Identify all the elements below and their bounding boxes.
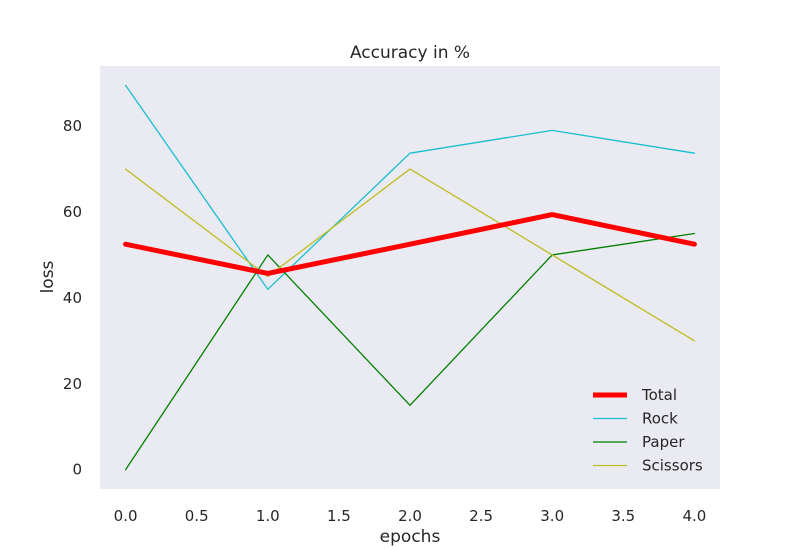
y-axis-label: loss xyxy=(38,260,58,293)
legend-label-paper: Paper xyxy=(642,433,685,451)
y-tick-label: 40 xyxy=(63,289,82,307)
legend-label-total: Total xyxy=(641,386,677,404)
legend-label-rock: Rock xyxy=(642,410,678,428)
y-tick-label: 20 xyxy=(63,375,82,393)
x-tick-label: 2.5 xyxy=(469,507,493,525)
x-tick-label: 1.5 xyxy=(327,507,351,525)
x-tick-label: 4.0 xyxy=(682,507,706,525)
x-tick-label: 0.0 xyxy=(114,507,138,525)
y-tick-label: 80 xyxy=(63,117,82,135)
x-tick-label: 2.0 xyxy=(398,507,422,525)
x-tick-label: 3.0 xyxy=(540,507,564,525)
chart-title: Accuracy in % xyxy=(350,43,470,63)
x-tick-label: 0.5 xyxy=(185,507,209,525)
x-axis-label: epochs xyxy=(380,527,441,547)
legend-label-scissors: Scissors xyxy=(642,457,703,475)
x-tick-label: 3.5 xyxy=(611,507,635,525)
series-line-rock xyxy=(124,84,696,290)
x-tick-label: 1.0 xyxy=(256,507,280,525)
y-tick-label: 0 xyxy=(72,461,82,479)
series-line-total xyxy=(123,212,697,276)
plot-area xyxy=(100,66,720,489)
series-layer xyxy=(123,84,697,471)
series-line-scissors xyxy=(124,168,696,342)
y-axis-ticks: 0 20 40 60 80 xyxy=(63,117,82,479)
series-line-paper xyxy=(124,232,696,471)
y-tick-label: 60 xyxy=(63,203,82,221)
legend: Total Rock Paper Scissors xyxy=(593,386,703,475)
x-axis-ticks: 0.0 0.5 1.0 1.5 2.0 2.5 3.0 3.5 4.0 xyxy=(114,507,707,525)
